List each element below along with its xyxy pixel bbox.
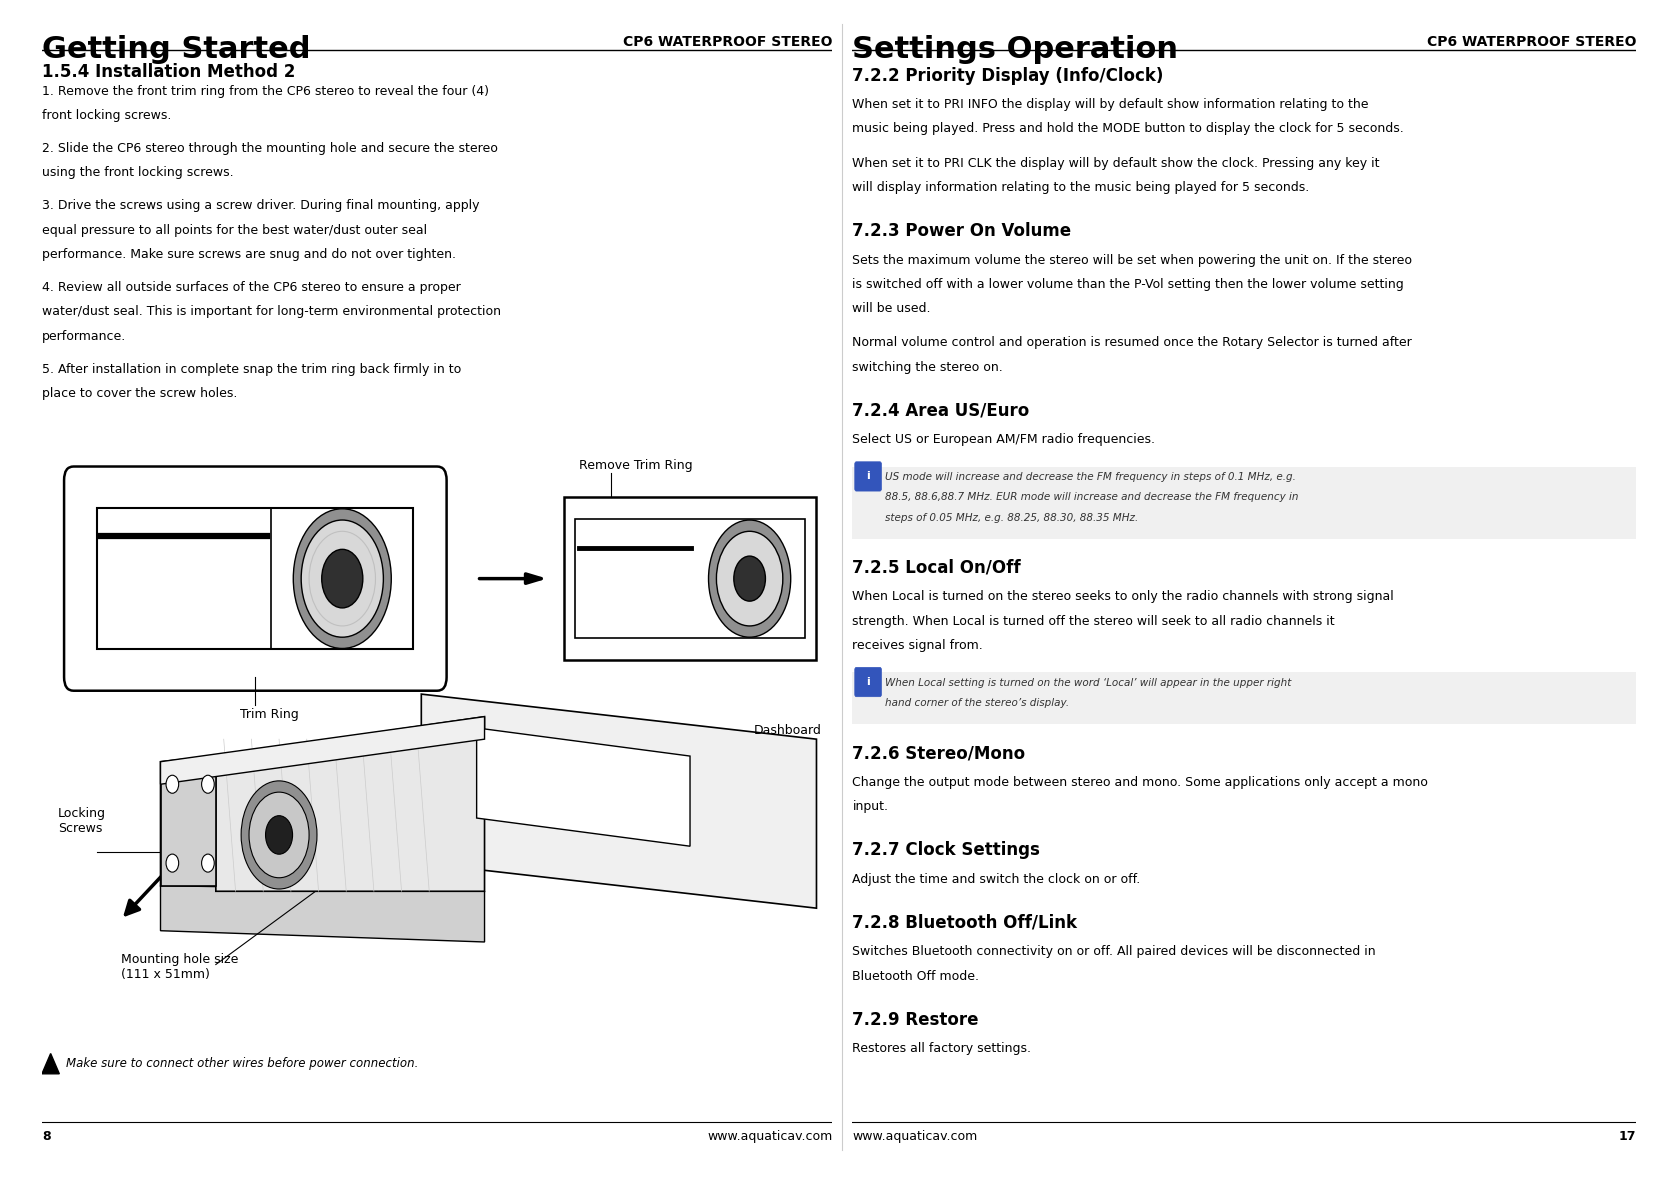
Text: 7.2.7 Clock Settings: 7.2.7 Clock Settings: [852, 841, 1040, 859]
FancyBboxPatch shape: [854, 461, 881, 491]
Text: steps of 0.05 MHz, e.g. 88.25, 88.30, 88.35 MHz.: steps of 0.05 MHz, e.g. 88.25, 88.30, 88…: [886, 512, 1139, 523]
Polygon shape: [42, 1053, 59, 1073]
Text: switching the stereo on.: switching the stereo on.: [852, 361, 1003, 374]
Text: using the front locking screws.: using the front locking screws.: [42, 166, 233, 179]
Text: place to cover the screw holes.: place to cover the screw holes.: [42, 387, 237, 400]
Circle shape: [294, 509, 391, 649]
Text: 17: 17: [1619, 1130, 1636, 1143]
Text: hand corner of the stereo’s display.: hand corner of the stereo’s display.: [886, 699, 1069, 708]
Text: When set it to PRI INFO the display will by default show information relating to: When set it to PRI INFO the display will…: [852, 98, 1369, 111]
Text: 7.2.9 Restore: 7.2.9 Restore: [852, 1010, 978, 1028]
Text: 3. Drive the screws using a screw driver. During final mounting, apply: 3. Drive the screws using a screw driver…: [42, 199, 480, 212]
Text: Mounting hole size
(111 x 51mm): Mounting hole size (111 x 51mm): [121, 954, 238, 981]
Text: Settings Operation: Settings Operation: [852, 36, 1178, 64]
Text: Restores all factory settings.: Restores all factory settings.: [852, 1042, 1032, 1056]
Polygon shape: [161, 728, 477, 886]
Text: 1. Remove the front trim ring from the CP6 stereo to reveal the four (4): 1. Remove the front trim ring from the C…: [42, 84, 488, 97]
Text: When Local is turned on the stereo seeks to only the radio channels with strong : When Local is turned on the stereo seeks…: [852, 591, 1394, 604]
Text: Bluetooth Off mode.: Bluetooth Off mode.: [852, 970, 980, 982]
Circle shape: [322, 549, 362, 608]
Polygon shape: [161, 761, 216, 886]
Text: CP6 WATERPROOF STEREO: CP6 WATERPROOF STEREO: [1426, 36, 1636, 49]
FancyBboxPatch shape: [854, 668, 881, 696]
Text: Change the output mode between stereo and mono. Some applications only accept a : Change the output mode between stereo an…: [852, 776, 1428, 789]
Text: Adjust the time and switch the clock on or off.: Adjust the time and switch the clock on …: [852, 873, 1141, 886]
Text: US mode will increase and decrease the FM frequency in steps of 0.1 MHz, e.g.: US mode will increase and decrease the F…: [886, 472, 1295, 483]
Text: input.: input.: [852, 801, 888, 814]
Text: Make sure to connect other wires before power connection.: Make sure to connect other wires before …: [65, 1057, 418, 1070]
Polygon shape: [421, 694, 817, 908]
Text: 1.5.4 Installation Method 2: 1.5.4 Installation Method 2: [42, 63, 295, 81]
Polygon shape: [477, 728, 690, 847]
Text: Locking
Screws: Locking Screws: [57, 806, 106, 835]
Circle shape: [201, 776, 215, 793]
Text: 7.2.6 Stereo/Mono: 7.2.6 Stereo/Mono: [852, 745, 1025, 763]
Circle shape: [708, 519, 790, 637]
Text: i: i: [866, 471, 869, 482]
Bar: [852, 466, 1636, 538]
Text: Sets the maximum volume the stereo will be set when powering the unit on. If the: Sets the maximum volume the stereo will …: [852, 254, 1413, 267]
Text: receives signal from.: receives signal from.: [852, 639, 983, 652]
Text: www.aquaticav.com: www.aquaticav.com: [706, 1130, 832, 1143]
Text: Remove Trim Ring: Remove Trim Ring: [579, 459, 693, 472]
Text: When Local setting is turned on the word ‘Local’ will appear in the upper right: When Local setting is turned on the word…: [886, 677, 1292, 688]
Circle shape: [300, 519, 383, 637]
Text: water/dust seal. This is important for long-term environmental protection: water/dust seal. This is important for l…: [42, 305, 502, 318]
Text: 7.2.4 Area US/Euro: 7.2.4 Area US/Euro: [852, 402, 1030, 420]
Bar: [564, 497, 817, 661]
Text: Getting Started: Getting Started: [42, 36, 310, 64]
Text: equal pressure to all points for the best water/dust outer seal: equal pressure to all points for the bes…: [42, 224, 428, 237]
Circle shape: [733, 556, 765, 601]
Text: CP6 WATERPROOF STEREO: CP6 WATERPROOF STEREO: [623, 36, 832, 49]
Text: music being played. Press and hold the MODE button to display the clock for 5 se: music being played. Press and hold the M…: [852, 122, 1404, 135]
Text: 7.2.5 Local On/Off: 7.2.5 Local On/Off: [852, 559, 1020, 576]
Bar: [852, 672, 1636, 723]
Text: 2. Slide the CP6 stereo through the mounting hole and secure the stereo: 2. Slide the CP6 stereo through the moun…: [42, 142, 498, 155]
Text: Normal volume control and operation is resumed once the Rotary Selector is turne: Normal volume control and operation is r…: [852, 337, 1413, 350]
Circle shape: [166, 854, 178, 872]
Text: Dashboard: Dashboard: [753, 723, 821, 737]
Text: 7.2.8 Bluetooth Off/Link: 7.2.8 Bluetooth Off/Link: [852, 914, 1077, 932]
Text: Trim Ring: Trim Ring: [240, 708, 299, 721]
Text: Switches Bluetooth connectivity on or off. All paired devices will be disconnect: Switches Bluetooth connectivity on or of…: [852, 945, 1376, 958]
Text: is switched off with a lower volume than the P-Vol setting then the lower volume: is switched off with a lower volume than…: [852, 278, 1404, 291]
Polygon shape: [216, 716, 485, 892]
Circle shape: [166, 776, 178, 793]
Circle shape: [717, 531, 784, 626]
Text: Select US or European AM/FM radio frequencies.: Select US or European AM/FM radio freque…: [852, 433, 1156, 446]
Bar: [576, 519, 805, 638]
Text: front locking screws.: front locking screws.: [42, 109, 171, 122]
Text: performance. Make sure screws are snug and do not over tighten.: performance. Make sure screws are snug a…: [42, 248, 456, 261]
Text: i: i: [866, 677, 869, 687]
Polygon shape: [161, 716, 485, 784]
Text: When set it to PRI CLK the display will by default show the clock. Pressing any : When set it to PRI CLK the display will …: [852, 157, 1379, 170]
Text: 4. Review all outside surfaces of the CP6 stereo to ensure a proper: 4. Review all outside surfaces of the CP…: [42, 281, 461, 294]
Bar: [97, 509, 413, 649]
Text: 88.5, 88.6,88.7 MHz. EUR mode will increase and decrease the FM frequency in: 88.5, 88.6,88.7 MHz. EUR mode will incre…: [886, 492, 1299, 503]
Circle shape: [242, 780, 317, 890]
Text: 5. After installation in complete snap the trim ring back firmly in to: 5. After installation in complete snap t…: [42, 363, 461, 376]
Text: 7.2.2 Priority Display (Info/Clock): 7.2.2 Priority Display (Info/Clock): [852, 66, 1165, 84]
Circle shape: [265, 816, 292, 854]
Text: will be used.: will be used.: [852, 302, 931, 315]
Text: strength. When Local is turned off the stereo will seek to all radio channels it: strength. When Local is turned off the s…: [852, 614, 1336, 627]
Text: performance.: performance.: [42, 330, 126, 343]
Text: 8: 8: [42, 1130, 50, 1143]
Text: www.aquaticav.com: www.aquaticav.com: [852, 1130, 978, 1143]
Text: 7.2.3 Power On Volume: 7.2.3 Power On Volume: [852, 222, 1072, 240]
Text: will display information relating to the music being played for 5 seconds.: will display information relating to the…: [852, 181, 1309, 193]
Circle shape: [248, 792, 309, 878]
Circle shape: [201, 854, 215, 872]
FancyBboxPatch shape: [64, 466, 446, 690]
Polygon shape: [161, 886, 485, 942]
